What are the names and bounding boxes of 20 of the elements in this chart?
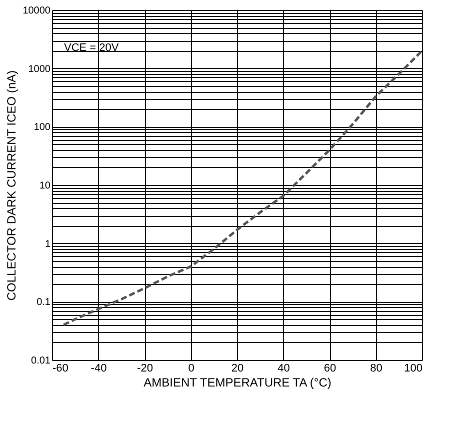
y-tick-label: 1000	[28, 64, 51, 75]
x-axis-title: AMBIENT TEMPERATURE TA (°C)	[144, 376, 332, 390]
y-tick-label: 100	[34, 122, 51, 134]
x-tick-label: -60	[52, 362, 68, 374]
y-tick-label: 10	[39, 180, 51, 192]
line-series	[62, 50, 424, 326]
x-tick-label: 20	[231, 362, 244, 374]
annotation: VCE = 20V	[64, 42, 120, 54]
x-tick-label: 100	[404, 362, 422, 374]
y-tick-label: 0.1	[36, 297, 51, 308]
x-tick-label: 0	[188, 362, 194, 374]
x-tick-label: 80	[370, 362, 382, 374]
y-tick-label: 1	[44, 238, 51, 250]
x-tick-label: 40	[278, 362, 290, 374]
x-tick-label: -20	[137, 362, 153, 374]
y-tick-label: 10000	[22, 6, 51, 16]
x-tick-label: -40	[90, 362, 107, 374]
x-tick-label: 60	[324, 362, 336, 374]
y-axis-title: COLLECTOR DARK CURRENT ICEO (nA)	[4, 70, 19, 301]
y-tick-label: 0.01	[31, 356, 51, 366]
